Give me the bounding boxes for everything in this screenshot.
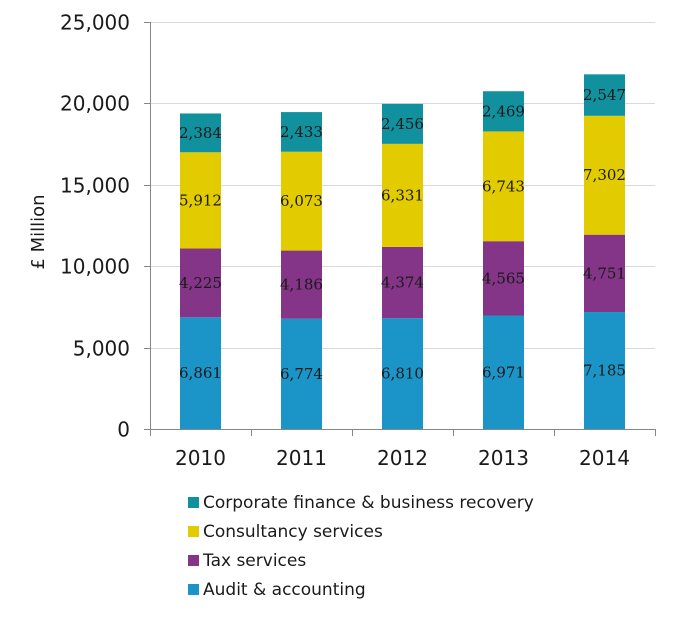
data-label: 6,331 — [381, 186, 424, 204]
y-axis-title: £ Million — [28, 194, 49, 269]
legend-label: Audit & accounting — [203, 580, 366, 600]
data-label: 4,565 — [482, 269, 525, 287]
bar-segment — [382, 318, 423, 429]
bar-segment — [584, 115, 625, 235]
bar-segment — [483, 241, 524, 316]
legend-swatch — [188, 555, 199, 566]
legend-swatch — [188, 526, 199, 537]
bar-segment — [180, 317, 221, 429]
bar-segment — [180, 248, 221, 318]
bar-segment — [180, 113, 221, 153]
bars — [180, 74, 625, 429]
data-label: 2,384 — [179, 124, 222, 142]
bar-segment — [382, 143, 423, 247]
bar-segment — [382, 246, 423, 319]
bar-segment — [281, 318, 322, 429]
data-label: 7,185 — [583, 362, 626, 380]
axes: 0 5,000 10,000 15,000 20,000 25,000 2010 2011 20… — [60, 11, 656, 470]
x-tick-label: 2013 — [478, 446, 529, 470]
data-label: 7,302 — [583, 166, 626, 184]
data-label: 4,751 — [583, 264, 626, 282]
bar-segment — [483, 315, 524, 429]
legend: Corporate finance & business recovery Con… — [188, 493, 534, 600]
bar-segment — [382, 103, 423, 144]
y-tick-label: 15,000 — [60, 174, 130, 198]
bar-segment — [584, 74, 625, 116]
data-label: 2,433 — [280, 123, 323, 141]
data-label: 4,186 — [280, 276, 323, 294]
bar-segment — [180, 152, 221, 249]
data-label: 2,456 — [381, 115, 424, 133]
data-labels: 6,861 4,225 5,912 2,384 6,774 4,186 6,073 2,433… — [179, 86, 626, 383]
data-label: 2,469 — [482, 102, 525, 120]
legend-label: Corporate finance & business recovery — [203, 493, 534, 513]
y-tick-label: 0 — [117, 418, 130, 442]
bar-segment — [281, 112, 322, 152]
data-label: 2,547 — [583, 86, 626, 104]
x-tick-label: 2012 — [377, 446, 428, 470]
y-tick-label: 25,000 — [60, 11, 130, 35]
legend-label: Tax services — [202, 551, 306, 571]
data-label: 4,225 — [179, 274, 222, 292]
data-label: 6,743 — [482, 177, 525, 195]
data-label: 4,374 — [381, 274, 424, 292]
y-tick-label: 10,000 — [60, 255, 130, 279]
y-tick-label: 5,000 — [73, 337, 130, 361]
bar-segment — [281, 151, 322, 251]
data-label: 5,912 — [179, 191, 222, 209]
bar-segment — [584, 312, 625, 429]
legend-label: Consultancy services — [203, 522, 383, 542]
bar-segment — [483, 131, 524, 242]
bar-segment — [584, 234, 625, 313]
data-label: 6,861 — [179, 364, 222, 382]
data-label: 6,971 — [482, 363, 525, 381]
bar-segment — [281, 250, 322, 319]
x-tick-label: 2010 — [175, 446, 226, 470]
legend-swatch — [188, 584, 199, 595]
y-tick-label: 20,000 — [60, 92, 130, 116]
x-tick-label: 2014 — [579, 446, 630, 470]
data-label: 6,073 — [280, 192, 323, 210]
bar-segment — [483, 91, 524, 132]
x-tick-label: 2011 — [276, 446, 327, 470]
data-label: 6,810 — [381, 365, 424, 383]
data-label: 6,774 — [280, 365, 323, 383]
legend-swatch — [188, 497, 199, 508]
